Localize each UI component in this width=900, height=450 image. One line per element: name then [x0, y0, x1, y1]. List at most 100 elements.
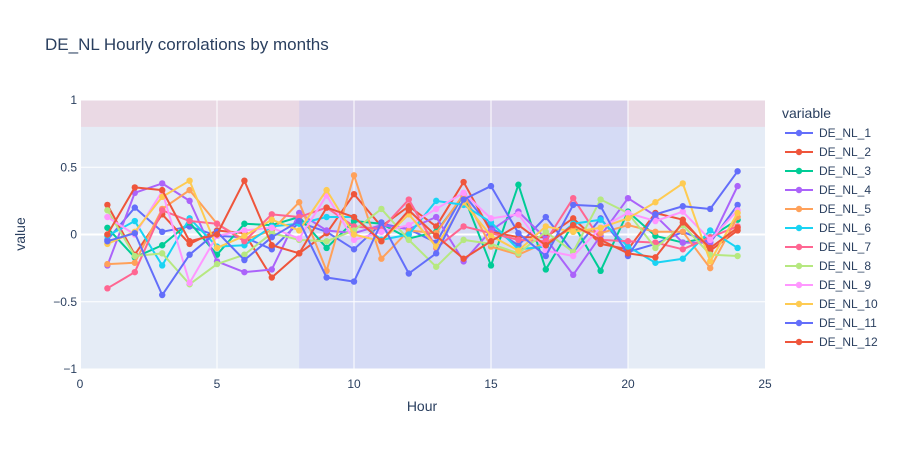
legend-item-DE_NL_5[interactable]: DE_NL_5: [785, 202, 871, 216]
x-tick-label: 5: [214, 377, 221, 391]
data-point: [323, 213, 330, 221]
data-point: [679, 180, 686, 187]
data-point: [597, 203, 604, 210]
legend-title: variable: [782, 105, 831, 121]
x-axis-title: Hour: [407, 398, 438, 414]
data-point: [707, 205, 714, 213]
legend-swatch-marker: [795, 205, 803, 213]
data-point: [104, 260, 111, 268]
data-point: [597, 224, 604, 231]
data-point: [487, 232, 495, 240]
legend-item-DE_NL_8[interactable]: DE_NL_8: [785, 259, 871, 273]
data-point: [460, 223, 467, 230]
data-point: [652, 228, 659, 236]
data-point: [515, 247, 522, 254]
data-point: [131, 204, 138, 211]
data-point: [350, 172, 358, 179]
data-point: [104, 231, 111, 238]
data-point: [570, 215, 577, 222]
data-point: [323, 274, 330, 281]
data-point: [515, 211, 522, 218]
legend-swatch-marker: [795, 338, 803, 346]
data-point: [159, 180, 166, 187]
data-point: [624, 215, 632, 222]
data-point: [597, 216, 604, 223]
data-point: [542, 242, 549, 249]
data-point: [131, 229, 138, 237]
data-point: [241, 268, 248, 276]
data-point: [624, 243, 632, 250]
legend-item-DE_NL_12[interactable]: DE_NL_12: [785, 335, 878, 349]
data-point: [213, 244, 221, 252]
legend-swatch-marker: [795, 319, 803, 327]
legend-item-DE_NL_10[interactable]: DE_NL_10: [785, 297, 878, 311]
data-point: [378, 228, 385, 236]
data-point: [487, 262, 495, 269]
data-point: [734, 252, 741, 260]
data-point: [734, 224, 741, 231]
data-point: [350, 246, 358, 253]
data-point: [433, 250, 440, 257]
data-point: [433, 197, 440, 205]
data-point: [597, 229, 604, 237]
x-tick-label: 20: [621, 377, 635, 391]
data-point: [542, 228, 549, 236]
data-point: [241, 232, 248, 240]
data-point: [487, 238, 495, 245]
legend-item-DE_NL_9[interactable]: DE_NL_9: [785, 278, 871, 292]
x-tick-label: 0: [77, 377, 84, 391]
legend-item-DE_NL_6[interactable]: DE_NL_6: [785, 221, 871, 235]
axis-ticks: 0 5 10 15 20 25 −1 −0.5 0 0.5 1: [53, 93, 772, 391]
data-point: [652, 211, 659, 218]
data-point: [350, 278, 358, 285]
data-point: [323, 227, 330, 234]
data-point: [405, 221, 412, 229]
legend-swatch-marker: [795, 281, 803, 289]
legend-item-DE_NL_7[interactable]: DE_NL_7: [785, 240, 871, 254]
legend-swatch-marker: [795, 243, 803, 251]
series-line: [106, 198, 738, 286]
data-point: [241, 238, 248, 245]
data-point: [597, 196, 604, 203]
data-point: [159, 193, 166, 201]
data-point: [624, 194, 632, 202]
data-point: [570, 221, 577, 229]
data-point: [679, 239, 686, 246]
data-point: [296, 227, 303, 234]
legend-label: DE_NL_2: [819, 145, 871, 159]
data-point: [241, 220, 248, 227]
data-point: [268, 274, 275, 281]
data-point: [350, 213, 358, 221]
legend-item-DE_NL_4[interactable]: DE_NL_4: [785, 183, 871, 197]
data-point: [734, 168, 741, 175]
data-point: [570, 228, 577, 236]
data-point: [405, 196, 412, 203]
y-axis-title: value: [12, 217, 28, 251]
legend-item-DE_NL_2[interactable]: DE_NL_2: [785, 145, 871, 159]
legend-item-DE_NL_1[interactable]: DE_NL_1: [785, 126, 871, 140]
data-point: [570, 194, 577, 202]
series-DE_NL_12: [104, 177, 741, 262]
data-point: [734, 201, 741, 209]
data-point: [186, 279, 193, 287]
data-point: [405, 207, 412, 214]
y-tick-label: 1: [70, 93, 77, 107]
data-point: [268, 242, 275, 249]
gridlines: [79, 99, 765, 370]
legend-label: DE_NL_1: [819, 126, 871, 140]
series-line: [106, 179, 739, 260]
data-point: [405, 270, 412, 277]
data-point: [515, 236, 522, 244]
data-point: [104, 224, 111, 231]
data-point: [241, 227, 248, 234]
data-point: [104, 207, 111, 214]
data-point: [296, 217, 303, 225]
legend-item-DE_NL_11[interactable]: DE_NL_11: [785, 316, 877, 330]
data-point: [350, 231, 358, 238]
legend-swatch-marker: [795, 186, 803, 194]
data-point: [624, 250, 632, 257]
data-point: [570, 252, 577, 260]
data-point: [624, 238, 632, 245]
y-tick-label: −0.5: [53, 295, 77, 309]
legend-item-DE_NL_3[interactable]: DE_NL_3: [785, 164, 871, 178]
